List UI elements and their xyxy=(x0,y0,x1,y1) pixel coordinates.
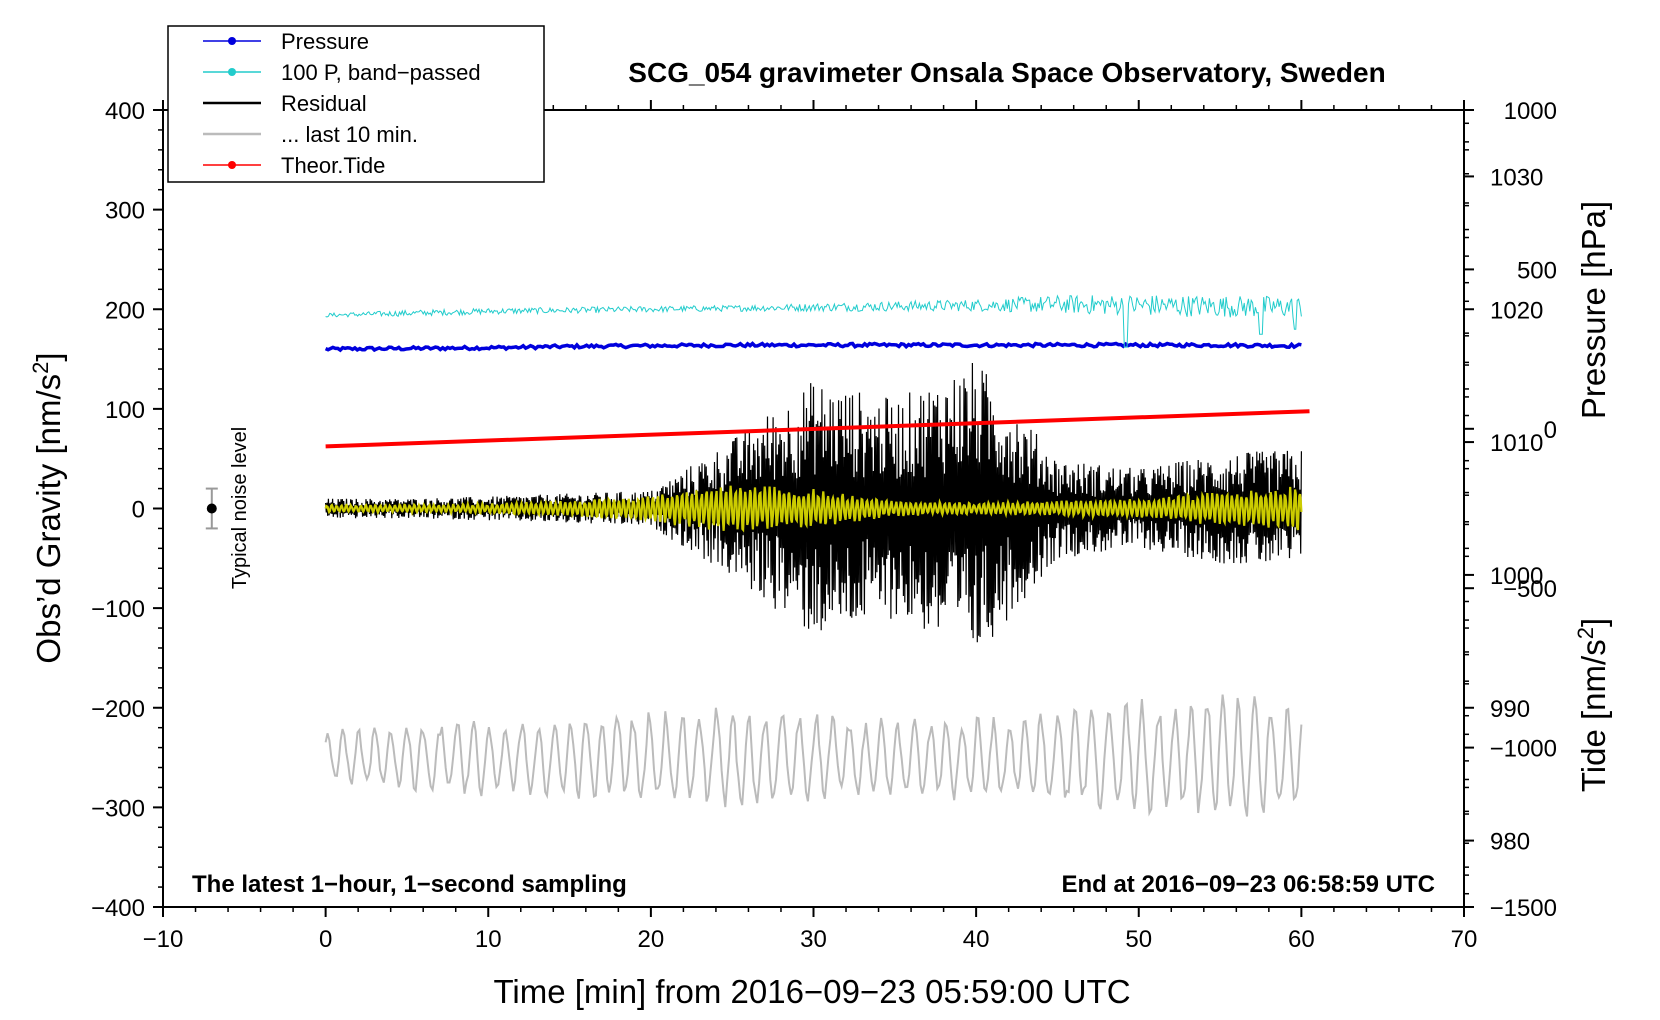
y-axis-left-title: Obs’d Gravity [nm/s2] xyxy=(28,352,68,663)
legend-label: Residual xyxy=(281,91,367,116)
tide-tick-label: 1000 xyxy=(1504,98,1557,125)
legend-label: Pressure xyxy=(281,29,369,54)
legend-marker xyxy=(228,68,236,76)
pressure-tick-label: 990 xyxy=(1490,696,1530,723)
x-tick-label: 20 xyxy=(638,926,665,953)
y-left-tick-label: 100 xyxy=(105,397,145,424)
chart-title: SCG_054 gravimeter Onsala Space Observat… xyxy=(628,57,1385,88)
pressure-tick-label: 1020 xyxy=(1490,297,1543,324)
x-tick-label: 0 xyxy=(319,926,332,953)
y-left-title-sup: 2 xyxy=(28,362,53,374)
y-left-tick-label: −300 xyxy=(91,795,145,822)
series-pressure-bandpassed xyxy=(325,294,1302,348)
note-left: The latest 1−hour, 1−second sampling xyxy=(192,871,627,898)
tide-title-end: ] xyxy=(1575,618,1612,627)
y-left-tick-label: −200 xyxy=(91,696,145,723)
tide-title-sup: 2 xyxy=(1573,627,1598,639)
legend-label: Theor.Tide xyxy=(281,153,385,178)
tide-tick-label: 0 xyxy=(1544,417,1557,444)
y-axis-pressure-title: Pressure [hPa] xyxy=(1575,201,1612,419)
y-left-tick-label: 200 xyxy=(105,297,145,324)
noise-bar-dot xyxy=(206,503,217,514)
tide-tick-label: 500 xyxy=(1517,257,1557,284)
legend-marker xyxy=(228,37,236,45)
y-left-title-main: Obs’d Gravity [nm/s xyxy=(30,374,67,664)
x-tick-label: 70 xyxy=(1451,926,1478,953)
y-left-title-end: ] xyxy=(30,352,67,361)
x-tick-label: 30 xyxy=(800,926,827,953)
legend-label: 100 P, band−passed xyxy=(281,60,481,85)
pressure-tick-label: 1000 xyxy=(1490,563,1543,590)
y-left-tick-label: −100 xyxy=(91,596,145,623)
legend: Pressure 100 P, band−passed Residual ... la… xyxy=(167,25,545,183)
x-tick-label: 40 xyxy=(963,926,990,953)
legend-label: ... last 10 min. xyxy=(281,122,418,147)
x-axis-title: Time [min] from 2016−09−23 05:59:00 UTC xyxy=(493,973,1130,1010)
pressure-tick-label: 1010 xyxy=(1490,430,1543,457)
x-tick-label: 50 xyxy=(1125,926,1152,953)
series-layer xyxy=(324,294,1310,817)
y-left-tick-label: 0 xyxy=(132,497,145,524)
series-residual-smoothed xyxy=(324,485,1303,533)
x-tick-label: −10 xyxy=(143,926,184,953)
series-theor-tide xyxy=(325,409,1310,449)
tide-tick-label: −500 xyxy=(1503,576,1557,603)
note-right: End at 2016−09−23 06:58:59 UTC xyxy=(1061,871,1435,898)
x-tick-label: 60 xyxy=(1288,926,1315,953)
pressure-tick-label: 1030 xyxy=(1490,164,1543,191)
y-left-tick-label: 400 xyxy=(105,98,145,125)
y-axis-tide-title: Tide [nm/s2] xyxy=(1573,618,1613,792)
series-last-10-min xyxy=(324,694,1303,817)
noise-indicator xyxy=(205,487,218,530)
noise-label: Typical noise level xyxy=(229,427,251,589)
tide-tick-label: −1000 xyxy=(1490,736,1557,763)
y-left-tick-label: 300 xyxy=(105,198,145,225)
tide-tick-label: −1500 xyxy=(1490,895,1557,922)
legend-marker xyxy=(228,161,236,169)
y-left-tick-label: −400 xyxy=(91,895,145,922)
series-pressure xyxy=(324,341,1302,353)
x-tick-label: 10 xyxy=(475,926,502,953)
ticks-layer: −10 0 10 20 30 40 50 60 704003002001000−100−200−… xyxy=(91,98,1557,953)
tide-title-main: Tide [nm/s xyxy=(1575,639,1612,792)
pressure-tick-label: 980 xyxy=(1490,829,1530,856)
